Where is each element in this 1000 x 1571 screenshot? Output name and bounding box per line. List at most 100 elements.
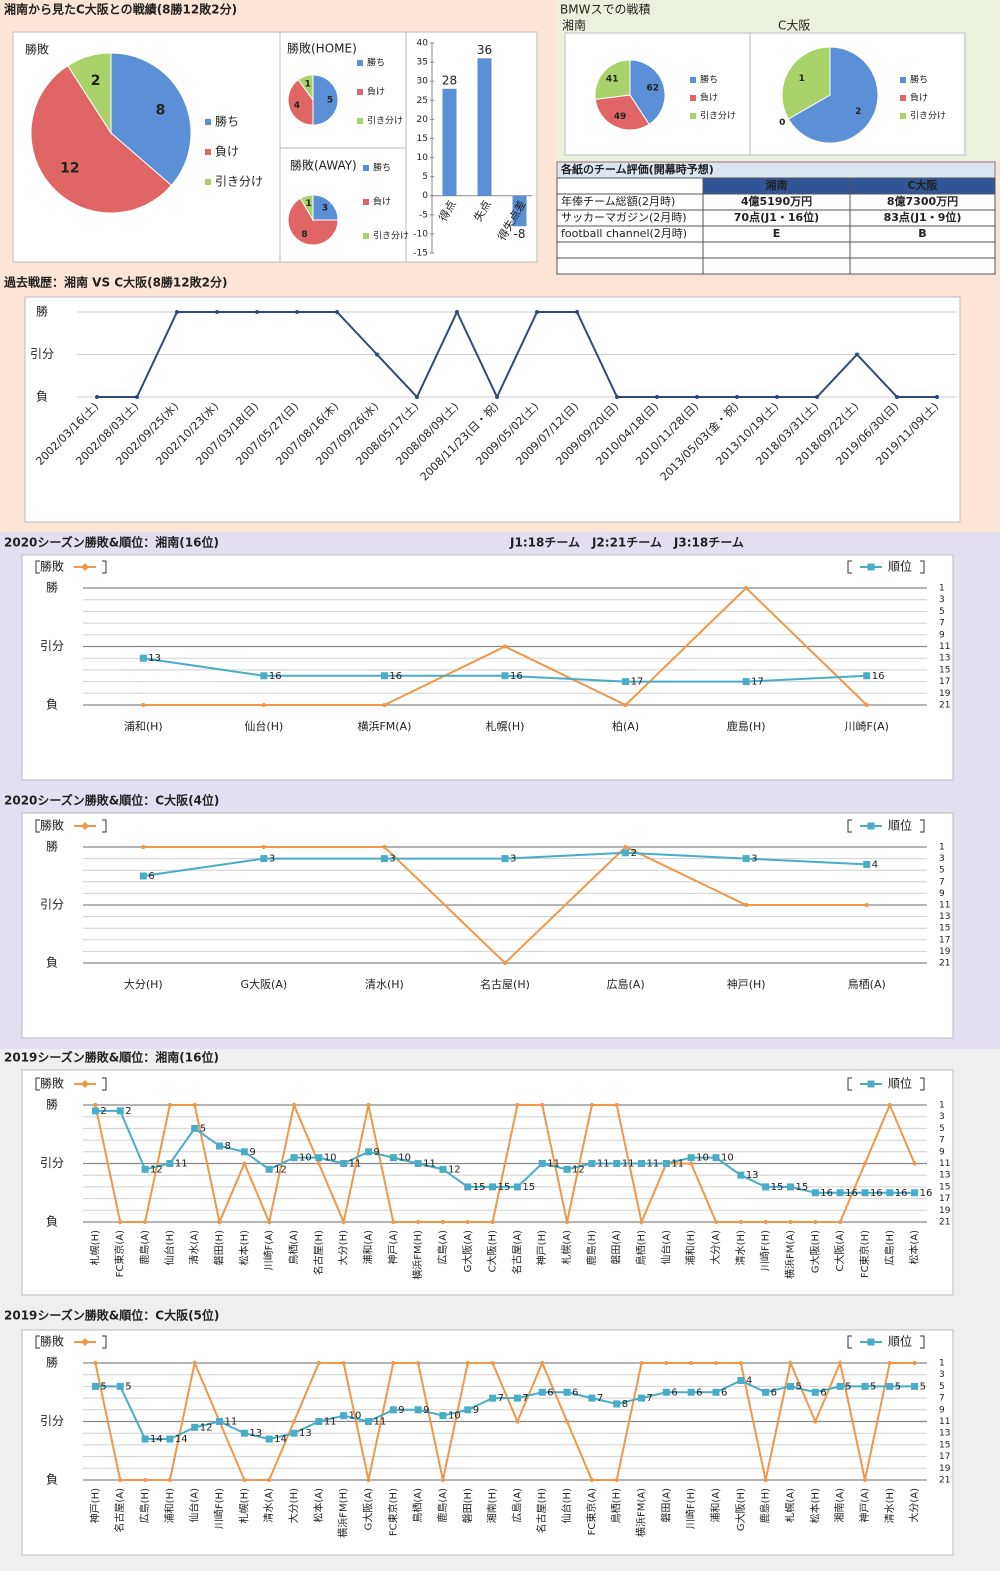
point xyxy=(895,395,899,399)
point xyxy=(255,310,259,314)
point xyxy=(341,1220,346,1224)
y2-tick-label: 13 xyxy=(939,654,950,664)
data-label: 5 xyxy=(870,1381,876,1392)
point xyxy=(613,1160,621,1167)
point xyxy=(167,1478,172,1482)
x-tick-label: 磐田(A) xyxy=(610,1230,623,1265)
point xyxy=(490,1361,495,1365)
x-tick-label: FC東京(H) xyxy=(386,1488,399,1536)
legend-swatch xyxy=(363,165,369,171)
y2-tick-label: 15 xyxy=(939,924,950,934)
table-cell xyxy=(702,241,851,259)
legend-marker xyxy=(81,1080,89,1088)
point xyxy=(836,1189,844,1197)
point xyxy=(192,1103,197,1107)
legend-label: 負け xyxy=(700,92,718,104)
y-tick-label: 引分 xyxy=(40,1414,64,1428)
y2-tick-label: 3 xyxy=(939,1370,945,1380)
section-title: BMWスでの戦積 xyxy=(560,2,650,17)
x-tick-label: 横浜FM(H) xyxy=(337,1488,350,1538)
y2-tick-label: 19 xyxy=(939,689,951,699)
point xyxy=(588,1394,596,1402)
data-label: 1 xyxy=(799,74,805,84)
data-label: 2 xyxy=(91,73,101,89)
cell-text: 70点(J1・16位) xyxy=(734,210,819,224)
x-tick-label: G大阪(A) xyxy=(241,977,288,991)
header-text: 湘南 xyxy=(766,178,788,192)
pie-slice xyxy=(287,197,339,246)
point xyxy=(638,1394,646,1402)
chart-title: 勝敗(AWAY) xyxy=(290,158,357,173)
pie-slice xyxy=(787,46,879,144)
cell-text: E xyxy=(773,227,781,240)
legend-marker xyxy=(81,1338,89,1346)
legend-bracket xyxy=(102,1335,107,1349)
point xyxy=(742,855,750,863)
x-tick-label: 大分(A) xyxy=(908,1488,921,1523)
data-label: 8 xyxy=(622,1399,628,1410)
point xyxy=(166,1160,174,1167)
pie-slice xyxy=(312,74,339,126)
y2-tick-label: 7 xyxy=(939,619,945,629)
cell-text: 年俸チーム総額(2月時) xyxy=(561,194,675,208)
point xyxy=(465,1220,470,1224)
point xyxy=(744,903,749,907)
x-tick-label: 松本(A) xyxy=(312,1488,325,1523)
point xyxy=(864,703,869,707)
x-tick-label: 鹿島(A) xyxy=(138,1230,151,1265)
y2-tick-label: 9 xyxy=(939,1405,945,1415)
point xyxy=(762,1183,770,1191)
x-tick-label: FC東京(H) xyxy=(858,1230,871,1278)
x-tick-label: 横浜FM(A) xyxy=(783,1230,796,1279)
y-tick-label: 引分 xyxy=(40,1156,64,1170)
legend-swatch xyxy=(900,95,906,101)
x-tick-label: C大阪(A) xyxy=(833,1230,846,1272)
legend-label: 勝敗 xyxy=(40,818,64,833)
point xyxy=(662,1160,670,1167)
point xyxy=(439,1412,447,1420)
point xyxy=(786,1382,794,1390)
data-label: 12 xyxy=(150,1164,163,1175)
y-tick-label: 勝 xyxy=(36,304,48,319)
point xyxy=(775,395,779,399)
x-tick-label: 大分(H) xyxy=(287,1488,300,1523)
point xyxy=(139,872,147,880)
x-tick-label: 磐田(H) xyxy=(461,1488,474,1523)
legend-label: 勝ち xyxy=(215,114,239,129)
data-label: 8 xyxy=(301,230,307,240)
legend-label: 負け xyxy=(367,86,385,98)
data-label: 16 xyxy=(872,671,885,682)
x-tick-label: 札幌(A) xyxy=(783,1488,796,1523)
legend-label: 勝ち xyxy=(910,74,928,86)
point xyxy=(242,1478,247,1482)
x-tick-label: 広島(A) xyxy=(510,1488,523,1523)
y2-tick-label: 7 xyxy=(939,1394,945,1404)
x-tick-label: 大分(H) xyxy=(124,977,163,991)
x-tick-label: 磐田(H) xyxy=(213,1230,226,1265)
point xyxy=(118,1478,123,1482)
y2-tick-label: 5 xyxy=(939,866,945,876)
y-tick-label: 負 xyxy=(46,1473,58,1487)
pie-slice xyxy=(30,65,173,214)
point xyxy=(389,1406,397,1414)
point xyxy=(439,1165,447,1173)
data-label: 6 xyxy=(696,1387,702,1398)
data-label: 14 xyxy=(175,1434,188,1445)
point xyxy=(735,395,739,399)
legend-label: 勝ち xyxy=(367,57,385,69)
y-tick-label: -5 xyxy=(419,210,428,220)
legend-bracket xyxy=(847,1077,852,1091)
legend-label: 勝敗 xyxy=(40,1076,64,1091)
data-label: 7 xyxy=(647,1393,653,1404)
data-label: 11 xyxy=(423,1159,436,1170)
legend-bracket xyxy=(102,1077,107,1091)
point xyxy=(191,1423,199,1431)
y-tick-label: 引分 xyxy=(30,347,54,361)
x-tick-label: G大阪(H) xyxy=(808,1230,821,1273)
data-label: 5 xyxy=(920,1381,926,1392)
data-label: 5 xyxy=(795,1381,801,1392)
data-label: 5 xyxy=(845,1381,851,1392)
point xyxy=(714,1361,718,1365)
point xyxy=(415,395,419,399)
y-tick-label: 引分 xyxy=(40,639,64,653)
